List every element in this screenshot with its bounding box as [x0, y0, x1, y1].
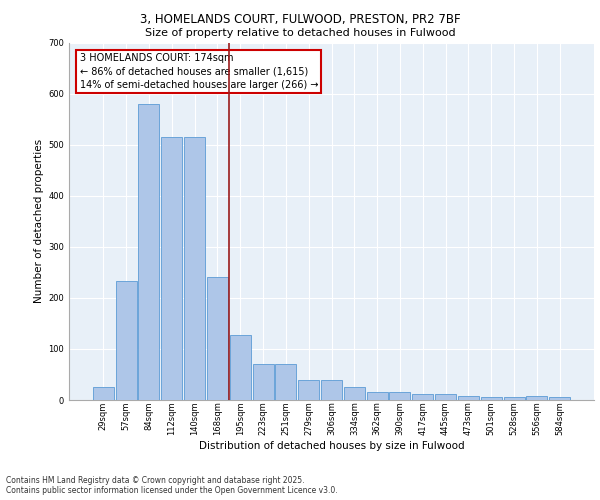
Bar	[367, 392, 388, 400]
Bar	[139, 104, 160, 400]
Bar	[412, 394, 433, 400]
Text: Contains HM Land Registry data © Crown copyright and database right 2025.
Contai: Contains HM Land Registry data © Crown c…	[6, 476, 338, 495]
Text: Size of property relative to detached houses in Fulwood: Size of property relative to detached ho…	[145, 28, 455, 38]
Bar	[389, 392, 410, 400]
Bar	[93, 387, 114, 400]
Bar	[458, 396, 479, 400]
Bar	[435, 394, 456, 400]
Bar	[275, 364, 296, 400]
Bar	[230, 335, 251, 400]
Bar	[344, 387, 365, 400]
Bar	[253, 364, 274, 400]
Bar	[503, 398, 524, 400]
Bar	[207, 278, 228, 400]
Y-axis label: Number of detached properties: Number of detached properties	[34, 139, 44, 304]
Bar	[321, 380, 342, 400]
Bar	[526, 396, 547, 400]
Text: 3 HOMELANDS COURT: 174sqm
← 86% of detached houses are smaller (1,615)
14% of se: 3 HOMELANDS COURT: 174sqm ← 86% of detac…	[79, 53, 318, 90]
Bar	[184, 137, 205, 400]
Bar	[298, 380, 319, 400]
X-axis label: Distribution of detached houses by size in Fulwood: Distribution of detached houses by size …	[199, 441, 464, 451]
Bar	[481, 398, 502, 400]
Bar	[116, 281, 137, 400]
Bar	[161, 137, 182, 400]
Text: 3, HOMELANDS COURT, FULWOOD, PRESTON, PR2 7BF: 3, HOMELANDS COURT, FULWOOD, PRESTON, PR…	[140, 12, 460, 26]
Bar	[549, 398, 570, 400]
